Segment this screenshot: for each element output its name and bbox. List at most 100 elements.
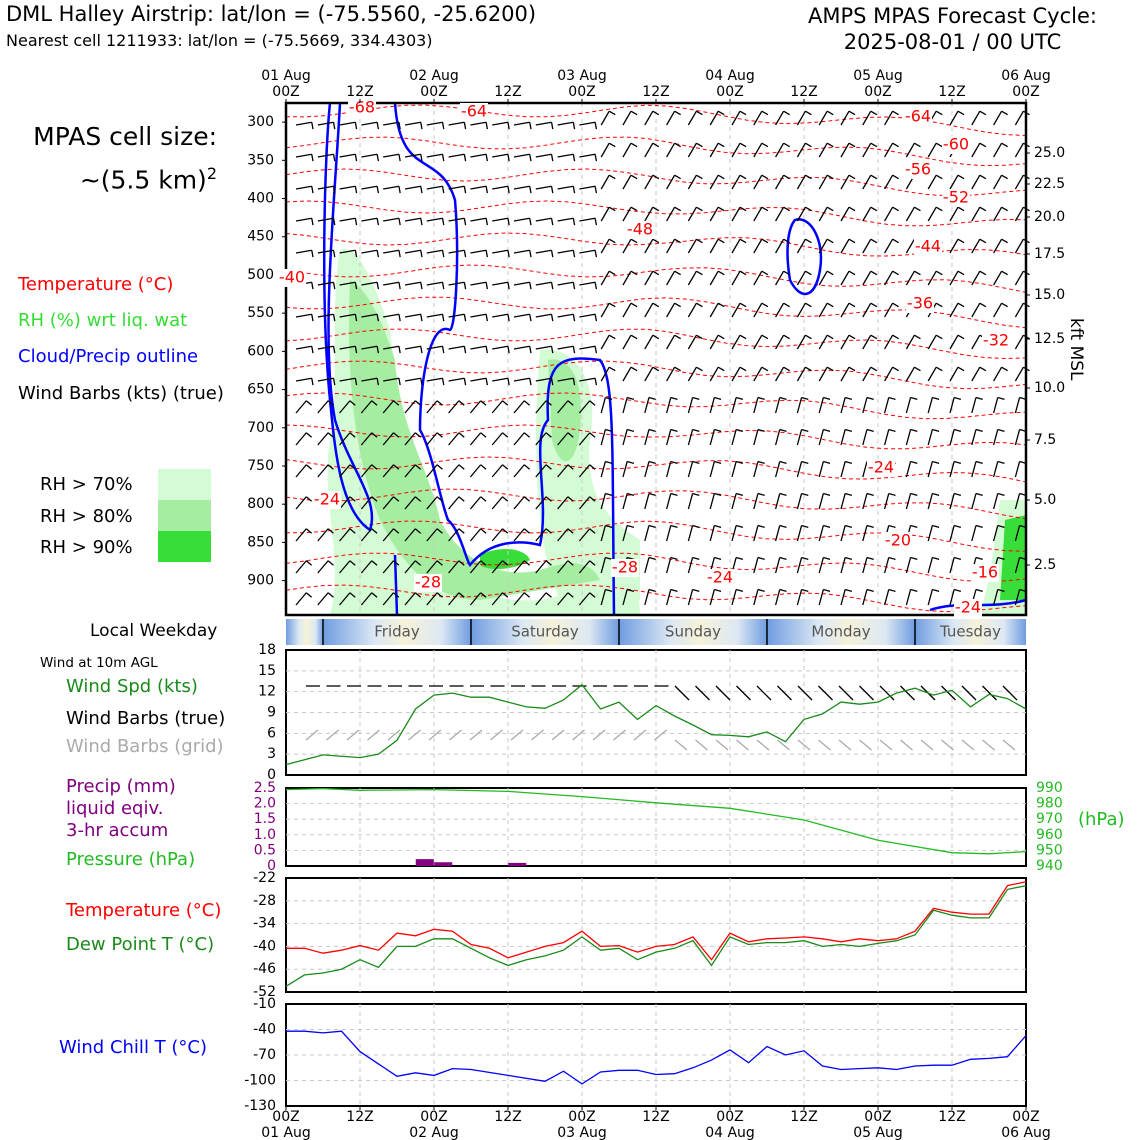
wind-barb-feather (441, 378, 445, 386)
wind-barb (360, 432, 373, 446)
wind-barb-feather (757, 492, 765, 496)
wind-barb (622, 238, 632, 254)
wind-barb (665, 589, 672, 606)
wind-barb (404, 121, 421, 126)
wind-barb (927, 397, 933, 414)
cell-size-line1: MPAS cell size: (33, 122, 217, 151)
wind-barb-feather (567, 496, 574, 502)
wind-barb-feather (332, 154, 336, 162)
wind-barb (361, 217, 378, 222)
wind-barb (622, 174, 632, 190)
wind-barb-feather (935, 366, 943, 372)
wind-barb (862, 493, 868, 510)
wind-barb-feather (892, 142, 899, 148)
wind-barb-feather (420, 186, 423, 194)
wind-barb (383, 345, 400, 350)
wind-barb (404, 313, 421, 318)
wind-barb (339, 377, 356, 382)
wind-barb (818, 429, 824, 446)
grid-wind-barb (592, 729, 606, 741)
wind-barb (491, 528, 503, 542)
wind-barb (927, 429, 933, 446)
temperature-contour-0 (285, 104, 1027, 136)
wind-barb-feather (717, 366, 725, 372)
wind-barb-feather (349, 400, 356, 406)
surface-wind-barb (736, 685, 751, 701)
pressure-tick-label: 450 (247, 229, 274, 245)
wind-barb (469, 560, 482, 574)
wind-barb-feather (932, 396, 940, 400)
wind-barb (971, 334, 981, 350)
wind-barb-feather (332, 314, 336, 322)
wind-barb-feather (801, 556, 809, 560)
wind-barb (796, 525, 803, 542)
wind-barb-feather (529, 282, 532, 290)
wind-barb-feather (1001, 110, 1008, 116)
wind-barb (383, 153, 400, 158)
wind-barb-feather (507, 378, 510, 386)
temperature-label-bg (884, 532, 912, 550)
wind-barb-feather (608, 366, 616, 372)
wind-barb (775, 174, 785, 190)
wind-barb-feather (717, 110, 725, 116)
temperature-label-bg (942, 136, 970, 154)
surface-wind-barb (715, 685, 731, 701)
wind-barb (600, 142, 610, 158)
rh-shading-4 (480, 548, 530, 570)
wind-barb-feather (480, 496, 487, 502)
wind-barb-feather (696, 366, 703, 372)
wind-barb-feather (414, 400, 422, 406)
wind-barb (579, 185, 596, 190)
wind-barb-feather (739, 110, 747, 116)
wind-barb-feather (823, 428, 831, 432)
weekday-bar-monday (767, 619, 915, 645)
wind-barb-feather (414, 560, 422, 566)
wind-barb (622, 302, 632, 318)
wind-barb-feather (1001, 238, 1008, 244)
wind-barb (491, 560, 503, 574)
wind-barb (949, 525, 955, 542)
wind-barb (840, 110, 850, 126)
wind-barb-feather (910, 428, 918, 432)
wind-barb (774, 493, 781, 510)
wind-barb-feather (414, 432, 422, 438)
wind-barb-feather (866, 588, 874, 592)
wind-barb-feather (844, 460, 853, 464)
wind-barb-feather (393, 496, 400, 502)
wind-barb (840, 397, 846, 414)
legend-rh90-swatch (158, 531, 211, 562)
wind-barb (579, 345, 596, 350)
wind-barb-feather (823, 460, 831, 464)
wind-barb-feather (674, 334, 681, 340)
wind-barb (949, 206, 959, 222)
wind-barb-feather (485, 250, 489, 258)
wind-barb-feather (805, 366, 812, 372)
bottom-hour-label: 12Z (346, 1109, 373, 1125)
wind-barb-feather (805, 174, 812, 180)
wind-barb (383, 249, 400, 254)
wind-barb (753, 110, 763, 126)
wind-barb-feather (589, 560, 596, 566)
wind-barb (971, 429, 977, 446)
wind-barb (426, 432, 438, 446)
wind-barb-feather (567, 560, 574, 566)
pressure-label: Pressure (hPa) (66, 849, 196, 870)
wind-barb (578, 432, 591, 446)
pressure-line (285, 787, 1027, 855)
wind-barb-feather (441, 218, 445, 226)
wind-barb (295, 560, 307, 574)
wind-barb-feather (349, 496, 356, 502)
wind-barb (666, 366, 676, 382)
wind-barb-feather (414, 496, 422, 502)
wind-barb (796, 461, 803, 478)
wind-barb (862, 206, 872, 222)
wind-barb-feather (608, 238, 616, 244)
wind-barb (491, 592, 503, 606)
wind-barb (949, 174, 959, 190)
dewpoint-line (285, 884, 1027, 987)
wind-barb-feather (823, 524, 831, 528)
wind-barb-feather (502, 496, 509, 502)
wind-barb (513, 400, 525, 414)
wind-barb-feather (953, 588, 962, 592)
wind-barb (992, 461, 999, 478)
